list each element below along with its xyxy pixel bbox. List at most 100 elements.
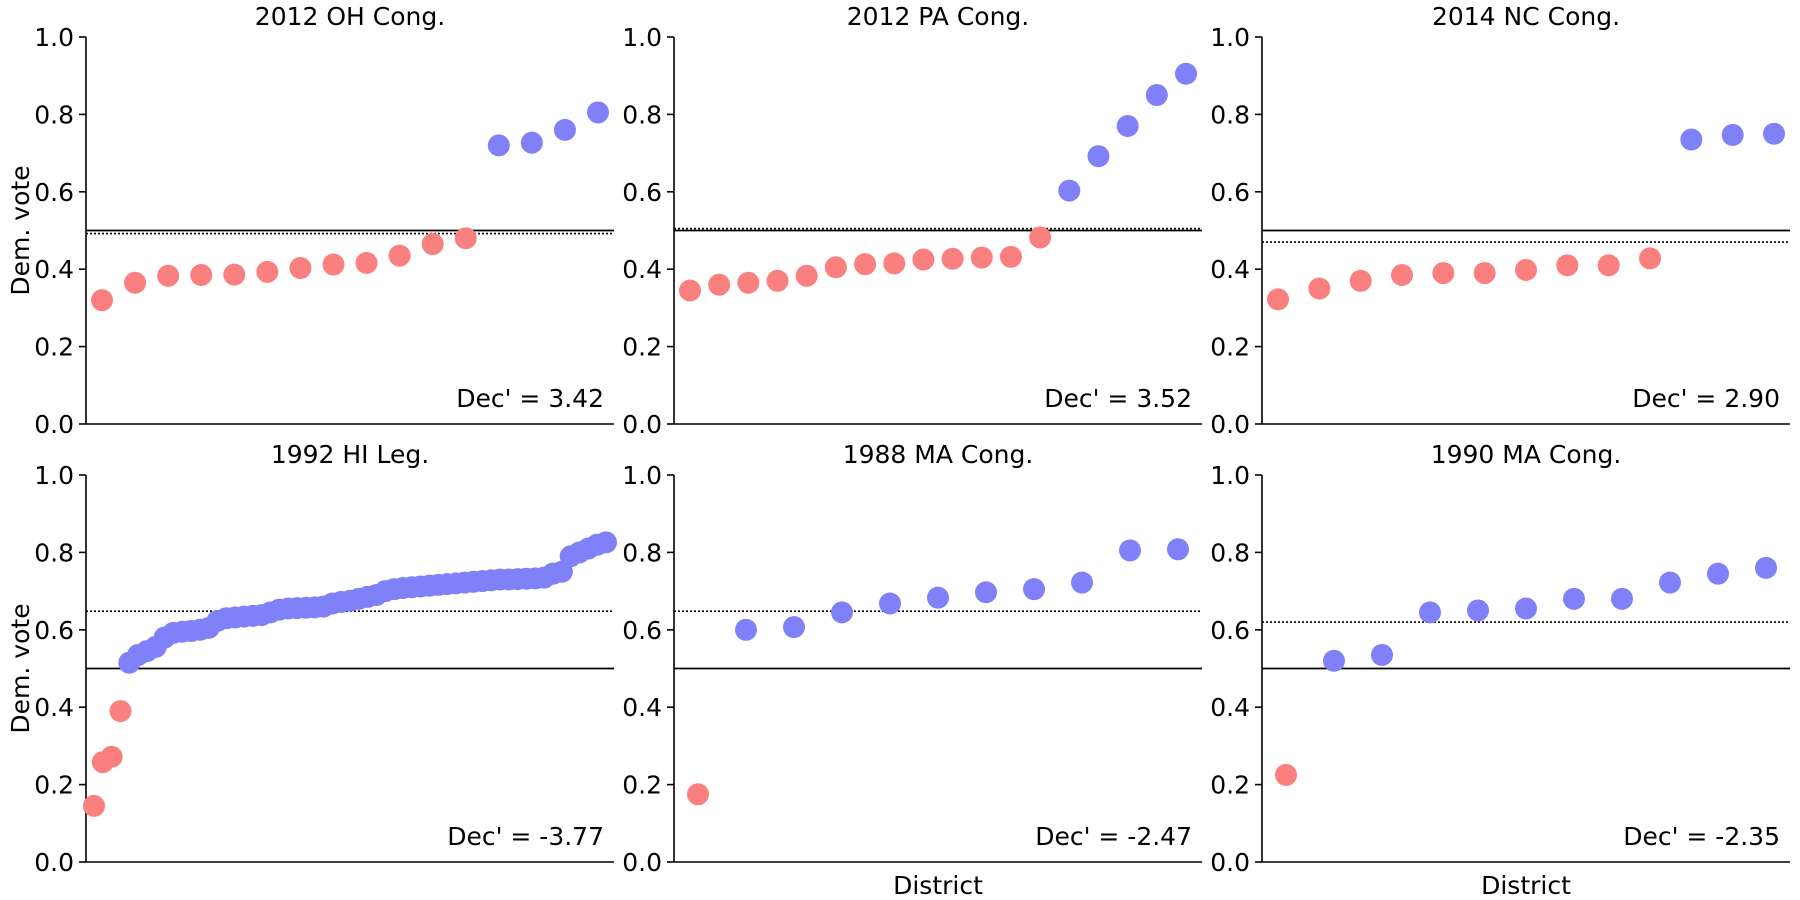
data-point (1639, 247, 1661, 270)
y-tick-label: 0.4 (622, 693, 662, 722)
y-tick-label: 0.2 (1210, 333, 1250, 362)
y-tick-label: 0.4 (1210, 255, 1250, 284)
data-point (1680, 128, 1703, 151)
data-point (854, 253, 877, 276)
data-point (1029, 226, 1052, 249)
data-point (1391, 264, 1413, 287)
data-point (1611, 587, 1633, 610)
data-point (91, 289, 113, 312)
data-point (1071, 571, 1093, 594)
data-point (999, 245, 1022, 268)
data-point (927, 586, 949, 609)
data-point (388, 244, 411, 267)
y-tick-label: 0.0 (34, 410, 74, 439)
data-point (487, 134, 510, 157)
data-point (1145, 84, 1168, 107)
y-tick-label: 0.6 (1210, 616, 1250, 645)
declination-label: Dec' = 3.42 (456, 384, 604, 413)
x-axis-label: District (1481, 871, 1571, 900)
y-tick-label: 0.8 (1210, 538, 1250, 567)
y-tick-label: 0.6 (622, 616, 662, 645)
data-point (1755, 556, 1777, 579)
data-point (1556, 254, 1579, 277)
data-point (553, 118, 576, 141)
y-tick-label: 0.6 (1210, 178, 1250, 207)
declination-label: Dec' = 3.52 (1044, 384, 1192, 413)
y-tick-label: 0.8 (622, 538, 662, 567)
data-point (708, 273, 731, 296)
data-point (454, 227, 477, 250)
data-point (831, 601, 853, 624)
panel-title: 1990 MA Cong. (1431, 440, 1622, 469)
y-tick-label: 0.4 (1210, 693, 1250, 722)
y-tick-label: 0.2 (622, 771, 662, 800)
y-tick-label: 0.6 (622, 178, 662, 207)
data-point (1721, 123, 1744, 146)
y-tick-label: 1.0 (34, 23, 74, 52)
data-point (421, 233, 444, 256)
y-tick-label: 1.0 (622, 23, 662, 52)
data-point (1349, 269, 1372, 292)
data-point (883, 252, 906, 275)
data-point (1119, 539, 1141, 562)
data-point (824, 256, 847, 279)
y-tick-label: 0.2 (622, 333, 662, 362)
y-tick-label: 0.4 (34, 693, 74, 722)
declination-label: Dec' = 2.90 (1632, 384, 1780, 413)
data-point (1087, 145, 1110, 168)
data-point (595, 531, 617, 554)
data-point (975, 581, 997, 604)
y-tick-label: 1.0 (1210, 23, 1250, 52)
data-point (1023, 578, 1045, 601)
data-point (766, 269, 789, 292)
y-tick-label: 0.8 (622, 100, 662, 129)
y-tick-label: 0.2 (34, 771, 74, 800)
data-point (587, 101, 609, 124)
data-point (1597, 254, 1620, 277)
y-axis-label: Dem. vote (6, 165, 35, 295)
data-point (1116, 115, 1139, 138)
y-tick-label: 0.0 (34, 848, 74, 877)
x-axis-label: District (893, 871, 983, 900)
data-point (879, 592, 901, 615)
data-point (783, 616, 805, 639)
panel-title: 1992 HI Leg. (271, 440, 429, 469)
declination-label: Dec' = -2.35 (1623, 822, 1780, 851)
panel-title: 1988 MA Cong. (843, 440, 1034, 469)
y-tick-label: 0.8 (1210, 100, 1250, 129)
data-point (1515, 258, 1537, 281)
data-point (1419, 601, 1441, 624)
y-tick-label: 0.8 (34, 538, 74, 567)
data-point (109, 700, 132, 723)
data-point (679, 279, 701, 302)
data-point (83, 794, 105, 817)
panel-title: 2012 PA Cong. (847, 2, 1030, 31)
y-tick-label: 0.0 (622, 848, 662, 877)
y-tick-label: 0.0 (1210, 848, 1250, 877)
data-point (912, 248, 935, 271)
data-point (737, 271, 760, 294)
data-point (1659, 571, 1681, 594)
y-tick-label: 0.4 (34, 255, 74, 284)
panel-title: 2012 OH Cong. (255, 2, 445, 31)
data-point (1323, 649, 1345, 672)
y-tick-label: 0.8 (34, 100, 74, 129)
y-tick-label: 1.0 (622, 461, 662, 490)
y-tick-label: 0.6 (34, 178, 74, 207)
data-point (941, 247, 964, 270)
data-point (735, 618, 757, 641)
y-tick-label: 0.0 (622, 410, 662, 439)
data-point (322, 253, 345, 276)
data-point (1432, 262, 1455, 285)
data-point (1275, 763, 1297, 786)
data-point (1058, 179, 1081, 202)
data-point (157, 264, 180, 287)
data-point (795, 264, 818, 287)
data-point (124, 271, 147, 294)
y-tick-label: 0.2 (1210, 771, 1250, 800)
y-tick-label: 1.0 (1210, 461, 1250, 490)
y-tick-label: 0.2 (34, 333, 74, 362)
data-point (355, 252, 378, 275)
data-point (520, 131, 543, 154)
